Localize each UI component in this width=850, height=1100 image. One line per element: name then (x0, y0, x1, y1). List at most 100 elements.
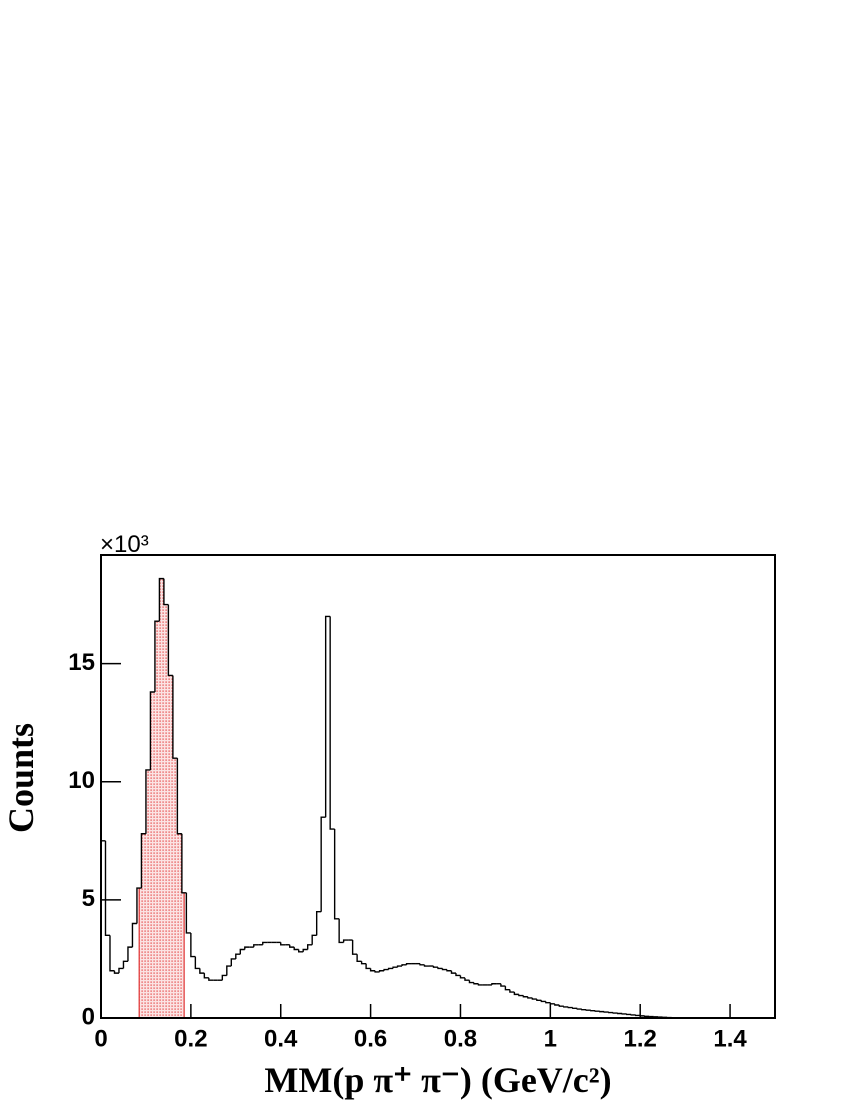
histogram-bin (190, 932, 196, 958)
shaded-bin (181, 892, 185, 1018)
histogram-bin (581, 1009, 587, 1011)
histogram-bin (172, 675, 178, 759)
histogram-bin (437, 967, 443, 970)
histogram-bin (536, 999, 542, 1001)
histogram-bin (504, 986, 510, 991)
histogram-bin (509, 989, 515, 993)
histogram-bin (383, 968, 389, 971)
histogram-bin (109, 935, 115, 972)
histogram-bin (280, 942, 286, 946)
histogram-bin (289, 944, 295, 948)
histogram-bin (572, 1007, 578, 1010)
histogram-bin (518, 994, 524, 997)
histogram-bin (545, 1001, 551, 1004)
histogram-bin (342, 939, 349, 943)
histogram-bin (446, 969, 452, 972)
histogram-bin (365, 963, 371, 970)
histogram-bin (374, 970, 380, 973)
histogram-bin (262, 941, 268, 945)
shaded-bin (141, 833, 146, 1018)
histogram-bin (419, 963, 425, 966)
histogram-bin (163, 578, 169, 606)
histogram-bin (369, 968, 376, 972)
histogram-bin (140, 833, 146, 889)
histogram-bin (333, 829, 340, 920)
histogram-bin (221, 974, 227, 981)
y-tick-label: 10 (68, 767, 95, 794)
histogram-bin (113, 970, 119, 974)
histogram-bin (513, 992, 519, 996)
histogram-bin (320, 816, 326, 912)
histogram-bin (149, 691, 155, 770)
shaded-bin (159, 578, 164, 1018)
x-tick-label: 1.4 (713, 1025, 747, 1052)
histogram-bin (405, 962, 412, 965)
plot-area (100, 577, 775, 1019)
x-tick-label: 0.4 (264, 1025, 298, 1052)
shaded-bin (154, 621, 160, 1018)
histogram-bin (423, 964, 430, 967)
histogram-bin (324, 615, 331, 818)
histogram-bin (203, 973, 209, 979)
histogram-bin (387, 967, 394, 970)
y-axis-title: Counts (1, 723, 41, 833)
histogram-bin (401, 964, 407, 967)
histogram-bin (450, 970, 456, 974)
histogram-bin (145, 769, 151, 834)
x-tick-label: 1 (544, 1025, 557, 1052)
y-scale-label: ×10³ (100, 531, 149, 558)
histogram-bin (302, 948, 308, 952)
histogram-bin (558, 1005, 564, 1007)
x-tick-label: 0.8 (444, 1025, 477, 1052)
histogram-bin (563, 1006, 569, 1008)
histogram-bin (158, 577, 164, 622)
histogram-bin (230, 958, 236, 967)
histogram-bin (576, 1008, 582, 1010)
histogram-bin (356, 954, 362, 963)
histogram-bin (185, 892, 191, 934)
x-tick-label: 0.2 (174, 1025, 207, 1052)
histogram-bin (464, 977, 470, 981)
histogram-bin (306, 944, 313, 950)
histogram-bin (136, 887, 142, 924)
histogram-bin (378, 970, 385, 972)
histogram-bin (315, 910, 322, 936)
shaded-bin (168, 675, 173, 1018)
histogram-bin (432, 966, 438, 968)
histogram-bin (208, 977, 214, 981)
x-tick-label: 0 (94, 1025, 107, 1052)
histogram-bin (154, 620, 160, 693)
histogram-bin (239, 948, 245, 955)
histogram-bin (500, 983, 506, 987)
histogram-bin (338, 918, 344, 944)
x-tick-label: 0.6 (354, 1025, 387, 1052)
histogram-bin (244, 946, 250, 950)
histogram-bin (531, 997, 537, 1000)
histogram-bin (351, 940, 358, 955)
x-axis-title: MM(p π⁺ π⁻) (GeV/c²) (264, 1060, 611, 1100)
histogram-bin (253, 944, 259, 948)
histogram-bin (167, 604, 173, 677)
histogram-bin (459, 975, 465, 979)
histogram-bin (468, 980, 474, 984)
histogram-bin (226, 965, 232, 976)
histogram-bin (455, 973, 461, 977)
shaded-bin (139, 888, 142, 1018)
plot-frame (100, 554, 776, 1019)
histogram-bin (491, 983, 497, 985)
histogram-bin (311, 934, 317, 945)
histogram-bin (235, 953, 241, 959)
histogram-bin (527, 996, 533, 999)
histogram-bin (127, 946, 133, 962)
shaded-bin (172, 758, 178, 1018)
histogram-bin (396, 965, 403, 968)
histogram-bin (194, 956, 200, 970)
histogram-bin (522, 995, 528, 998)
histogram-bin (176, 758, 182, 835)
histogram-bin (554, 1003, 560, 1006)
histogram-bin (441, 968, 447, 971)
histogram-bin (118, 967, 124, 974)
histogram-bin (549, 1002, 555, 1005)
